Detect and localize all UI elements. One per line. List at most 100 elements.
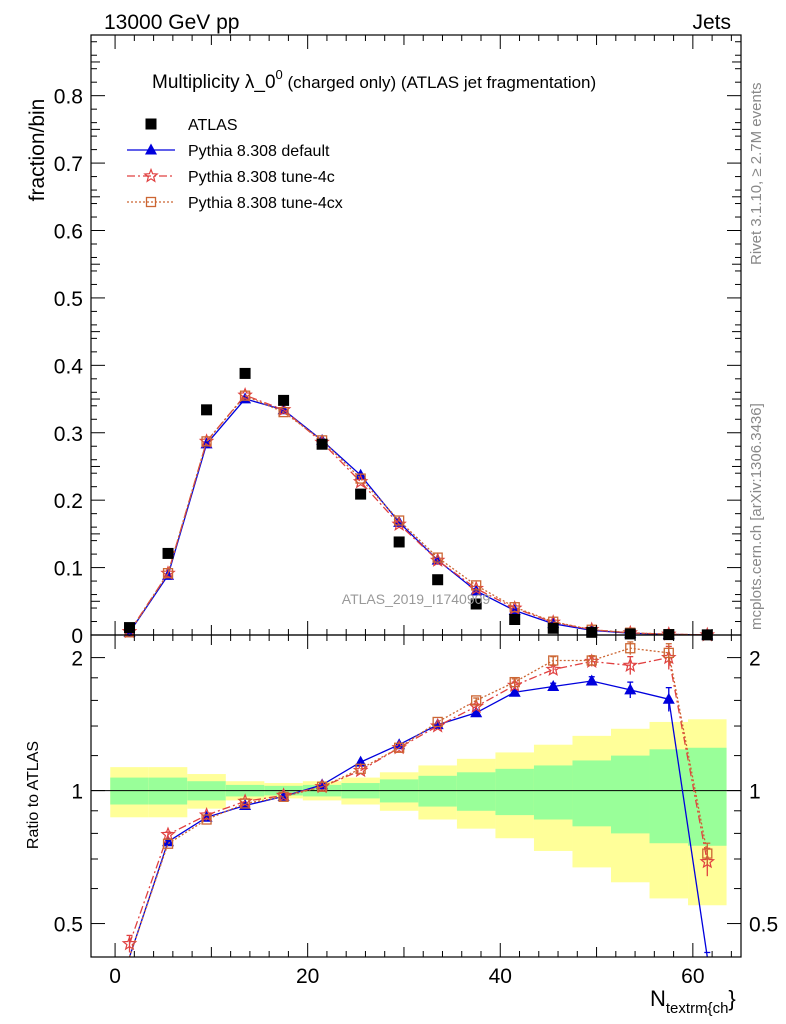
band-inner-bin <box>495 768 534 816</box>
band-inner-bin <box>533 765 573 820</box>
ratio-point <box>509 676 520 688</box>
tick-label: 0.5 <box>54 288 83 311</box>
tick-label: 0.8 <box>54 86 83 109</box>
tick-label: 0.3 <box>54 423 83 446</box>
ratio-point <box>278 791 289 802</box>
y-axis-label-bottom: Ratio to ATLAS <box>25 741 42 849</box>
band-inner-bin <box>418 775 457 807</box>
atlas-point <box>432 574 444 586</box>
tick-label: 40 <box>489 965 512 988</box>
tick-label: 1 <box>71 781 83 804</box>
x-axis-label: Ntextrm{ch} <box>650 986 736 1017</box>
atlas-point <box>239 367 251 379</box>
ratio-point <box>121 935 138 951</box>
ratio-line-3 <box>128 647 708 958</box>
tick-label: 60 <box>681 965 704 988</box>
header-left: 13000 GeV pp <box>104 11 239 34</box>
x-label-main: N <box>650 986 666 1011</box>
atlas-point <box>470 598 482 610</box>
atlas-point <box>586 626 598 638</box>
main-point <box>162 568 174 579</box>
tick-label: 0 <box>71 625 83 648</box>
ratio-line-1 <box>128 680 708 958</box>
atlas-point <box>201 404 213 416</box>
ratio-point <box>663 647 674 659</box>
band-inner-bin <box>456 772 496 811</box>
ratio-point <box>586 655 597 666</box>
main-point <box>278 406 289 418</box>
tick-label: 1 <box>749 781 761 804</box>
chart-title: Multiplicity λ_00 (charged only) (ATLAS … <box>152 67 596 93</box>
atlas-point <box>624 628 636 640</box>
tick-label: 0.1 <box>54 558 83 581</box>
ratio-point <box>624 683 637 695</box>
legend-marker <box>145 196 157 208</box>
ratio-point <box>699 853 716 869</box>
tick-label: 0.6 <box>54 221 83 244</box>
atlas-point <box>124 622 136 634</box>
header-right: Jets <box>692 11 731 34</box>
tick-label: 0 <box>109 965 121 988</box>
main-point <box>471 580 482 591</box>
legend-marker <box>143 167 159 183</box>
main-point <box>509 602 520 613</box>
ratio-point <box>239 798 251 809</box>
legend: ATLAS Pythia 8.308 default Pythia 8.308 tu… <box>127 117 343 212</box>
legend-marker <box>145 118 157 130</box>
legend-label: Pythia 8.308 tune-4cx <box>188 195 343 212</box>
ratio-point <box>471 695 482 706</box>
tick-label: 0.7 <box>54 153 83 176</box>
ratio-point <box>316 781 328 792</box>
atlas-point <box>316 438 328 450</box>
legend-label: Pythia 8.308 default <box>188 143 330 160</box>
ratio-point <box>201 814 212 825</box>
ratio-point <box>545 661 561 677</box>
ratio-point <box>355 763 366 774</box>
ratio-point <box>162 835 175 847</box>
tick-label: 0.5 <box>54 914 83 937</box>
ratio-point <box>393 742 405 753</box>
ratio-point <box>702 848 713 859</box>
ratio-point <box>198 806 215 822</box>
ratio-point <box>662 692 675 704</box>
tick-label: 0.2 <box>54 490 83 513</box>
main-line-2 <box>128 394 708 636</box>
main-line-3 <box>128 394 708 636</box>
ratio-point <box>622 657 638 673</box>
ratio-frame <box>90 634 742 958</box>
ratio-point <box>162 838 174 849</box>
atlas-point <box>393 536 405 548</box>
main-point <box>201 436 212 447</box>
band-inner-bin <box>649 749 689 844</box>
atlas-point <box>547 622 559 634</box>
tick-label: 2 <box>71 648 83 671</box>
tick-label: 0.5 <box>749 914 778 937</box>
atlas-point <box>278 394 290 406</box>
atlas-point <box>509 613 521 625</box>
ratio-point <box>547 680 560 692</box>
x-label-sub: textrm{ch <box>666 1000 729 1017</box>
tick-label: 0.4 <box>54 355 84 378</box>
band-inner-bin <box>611 755 650 834</box>
mcplots-label: mcplots.cern.ch [arXiv:1306.3436] <box>748 403 765 630</box>
atlas-point <box>162 547 174 559</box>
main-point <box>393 515 405 526</box>
atlas-uncertainty-bands <box>91 719 741 906</box>
ratio-point <box>160 826 176 842</box>
tick-label: 2 <box>749 648 761 671</box>
ratio-point <box>432 716 443 728</box>
atlas-point <box>355 488 367 500</box>
title-rest: (charged only) (ATLAS jet fragmentation) <box>283 73 596 92</box>
main-point <box>355 473 366 484</box>
ratio-point <box>548 655 559 666</box>
ratio-point <box>625 643 636 654</box>
title-sup: 0 <box>276 67 283 82</box>
band-inner-bin <box>572 760 611 827</box>
axes-frames <box>90 34 742 958</box>
x-label-tail: } <box>728 986 735 1011</box>
ratio-point <box>470 706 483 718</box>
legend-marker <box>145 143 157 155</box>
legend-label: ATLAS <box>188 117 238 134</box>
